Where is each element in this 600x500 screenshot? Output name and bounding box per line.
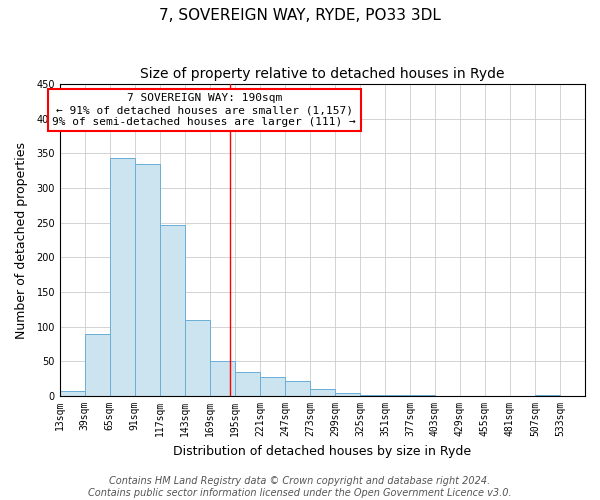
Bar bbox=[185, 320, 210, 396]
Text: 7 SOVEREIGN WAY: 190sqm
← 91% of detached houses are smaller (1,157)
9% of semi-: 7 SOVEREIGN WAY: 190sqm ← 91% of detache… bbox=[52, 94, 356, 126]
Bar bbox=[210, 362, 235, 396]
Y-axis label: Number of detached properties: Number of detached properties bbox=[15, 142, 28, 338]
Bar bbox=[110, 158, 135, 396]
Bar bbox=[135, 164, 160, 396]
Text: 7, SOVEREIGN WAY, RYDE, PO33 3DL: 7, SOVEREIGN WAY, RYDE, PO33 3DL bbox=[159, 8, 441, 22]
Bar bbox=[85, 334, 110, 396]
Bar bbox=[160, 226, 185, 396]
Bar bbox=[260, 378, 285, 396]
X-axis label: Distribution of detached houses by size in Ryde: Distribution of detached houses by size … bbox=[173, 444, 472, 458]
Bar bbox=[60, 390, 85, 396]
Text: Contains HM Land Registry data © Crown copyright and database right 2024.
Contai: Contains HM Land Registry data © Crown c… bbox=[88, 476, 512, 498]
Bar bbox=[335, 392, 360, 396]
Bar bbox=[310, 389, 335, 396]
Bar bbox=[235, 372, 260, 396]
Bar bbox=[285, 381, 310, 396]
Title: Size of property relative to detached houses in Ryde: Size of property relative to detached ho… bbox=[140, 68, 505, 82]
